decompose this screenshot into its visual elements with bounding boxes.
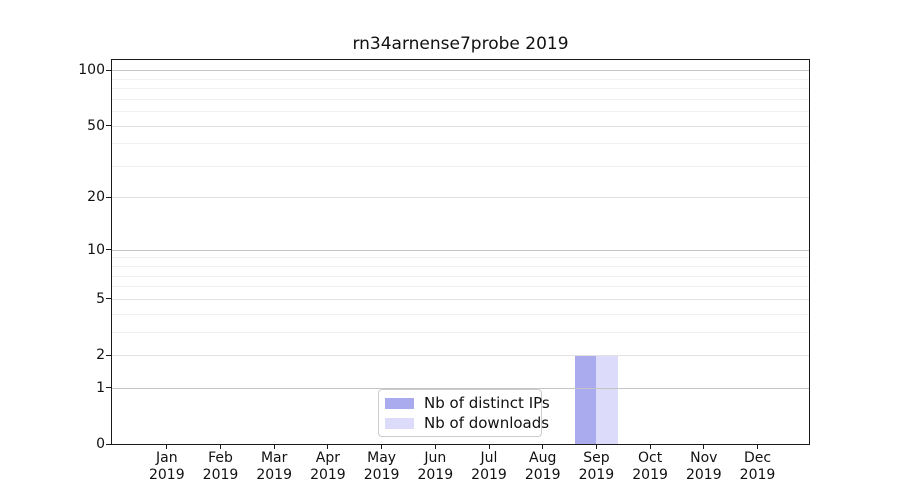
legend-label-downloads: Nb of downloads [424, 414, 550, 432]
x-tick [757, 444, 758, 449]
plot-area [111, 59, 810, 445]
x-tick [542, 444, 544, 449]
x-tick-month: Aug [529, 450, 557, 466]
x-tick-label: Jul 2019 [453, 450, 525, 484]
x-tick [649, 444, 651, 449]
x-tick-label: Feb 2019 [185, 450, 257, 484]
x-tick [703, 444, 705, 449]
y-tick [106, 387, 112, 389]
x-tick-year: 2019 [202, 467, 239, 483]
gridline-minor [112, 331, 809, 333]
x-tick-label: Jun 2019 [399, 450, 471, 484]
x-tick-year: 2019 [417, 467, 454, 483]
gridline-minor [112, 88, 809, 90]
x-tick-label: May 2019 [346, 450, 418, 484]
x-tick-month: May [367, 450, 397, 466]
legend-item-distinct-ips: Nb of distinct IPs [385, 393, 550, 413]
gridline-minor [112, 111, 809, 113]
x-tick-year: 2019 [739, 467, 776, 483]
x-tick-label: Dec 2019 [722, 450, 794, 484]
x-tick-label: Aug 2019 [507, 450, 579, 484]
y-tick [106, 249, 112, 251]
y-tick [106, 125, 112, 127]
y-tick-label: 20 [87, 189, 105, 206]
gridline-minor [112, 286, 809, 288]
x-tick-label: Jan 2019 [131, 450, 203, 484]
x-tick-label: Nov 2019 [668, 450, 740, 484]
x-tick-year: 2019 [632, 467, 668, 483]
y-tick [106, 69, 112, 71]
x-tick [220, 444, 221, 449]
bar-downloads [596, 355, 618, 444]
x-tick-year: 2019 [578, 467, 615, 483]
x-tick-month: Nov [690, 450, 718, 466]
gridline-5 [112, 298, 809, 300]
gridline-minor [112, 98, 809, 100]
x-tick-month: Jul [480, 450, 498, 466]
x-tick-label: Apr 2019 [292, 450, 364, 484]
chart-title: rn34arnense7probe 2019 [352, 34, 569, 54]
gridline-1 [112, 387, 809, 389]
x-tick-year: 2019 [310, 467, 346, 483]
gridline-minor [112, 275, 809, 277]
x-tick [166, 444, 168, 449]
x-tick-month: Jan [156, 450, 178, 466]
legend: Nb of distinct IPs Nb of downloads [378, 389, 550, 437]
gridline-minor [112, 78, 809, 80]
x-tick-label: Oct 2019 [614, 450, 686, 484]
x-tick-month: Sep [583, 450, 610, 466]
x-tick [381, 444, 383, 449]
gridline-minor [112, 165, 809, 167]
x-tick-year: 2019 [256, 467, 292, 483]
gridline-50 [112, 125, 809, 127]
y-tick [106, 298, 112, 300]
gridline-2 [112, 355, 809, 356]
gridline-20 [112, 197, 809, 199]
x-tick-year: 2019 [685, 467, 722, 483]
y-tick-label: 100 [78, 62, 105, 79]
x-tick-month: Dec [743, 450, 772, 466]
y-tick-label: 0 [96, 436, 105, 452]
legend-swatch-distinct-ips [385, 397, 414, 409]
x-tick-month: Apr [315, 450, 340, 466]
x-tick [595, 444, 597, 449]
x-tick [434, 444, 436, 449]
gridline-100 [112, 70, 809, 72]
x-tick-year: 2019 [363, 467, 400, 483]
bar-distinct-ips [574, 355, 597, 444]
y-tick-label: 10 [87, 241, 105, 258]
legend-swatch-downloads [385, 417, 414, 429]
x-tick-year: 2019 [471, 467, 507, 483]
gridline-minor [112, 257, 809, 259]
x-tick-year: 2019 [524, 467, 561, 483]
legend-item-downloads: Nb of downloads [385, 413, 549, 433]
x-tick [273, 444, 275, 449]
y-tick-label: 1 [96, 379, 105, 396]
legend-label-distinct-ips: Nb of distinct IPs [424, 394, 550, 412]
x-tick-label: Sep 2019 [560, 450, 632, 484]
x-tick-month: Oct [637, 450, 663, 466]
gridline-minor [112, 143, 809, 145]
y-tick-label: 50 [87, 117, 105, 134]
gridline-minor [112, 313, 809, 315]
x-tick-year: 2019 [148, 467, 185, 483]
y-tick-label: 5 [96, 290, 105, 307]
y-tick [106, 196, 112, 198]
gridline-minor [112, 266, 809, 268]
y-tick-label: 2 [96, 347, 105, 363]
x-tick [488, 444, 490, 449]
x-tick-month: Feb [208, 450, 233, 466]
x-tick-label: Mar 2019 [238, 450, 310, 484]
x-tick-month: Mar [260, 450, 288, 466]
gridline-10 [112, 249, 809, 251]
x-tick [327, 444, 329, 449]
x-tick-month: Jun [424, 450, 447, 466]
y-tick [106, 443, 112, 445]
y-tick [106, 354, 112, 356]
